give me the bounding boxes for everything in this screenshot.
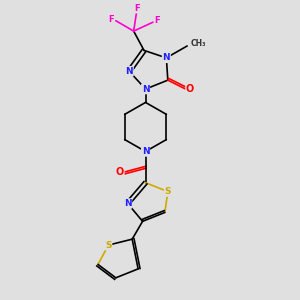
Text: O: O [186, 84, 194, 94]
Text: N: N [125, 67, 133, 76]
Text: S: S [165, 187, 171, 196]
Text: F: F [154, 16, 160, 25]
Text: N: N [142, 85, 149, 94]
Text: F: F [134, 4, 140, 13]
Text: CH₃: CH₃ [191, 39, 206, 48]
Text: F: F [109, 15, 114, 24]
Text: O: O [116, 167, 124, 177]
Text: N: N [163, 53, 170, 62]
Text: S: S [105, 241, 112, 250]
Text: N: N [142, 147, 149, 156]
Text: N: N [124, 199, 131, 208]
